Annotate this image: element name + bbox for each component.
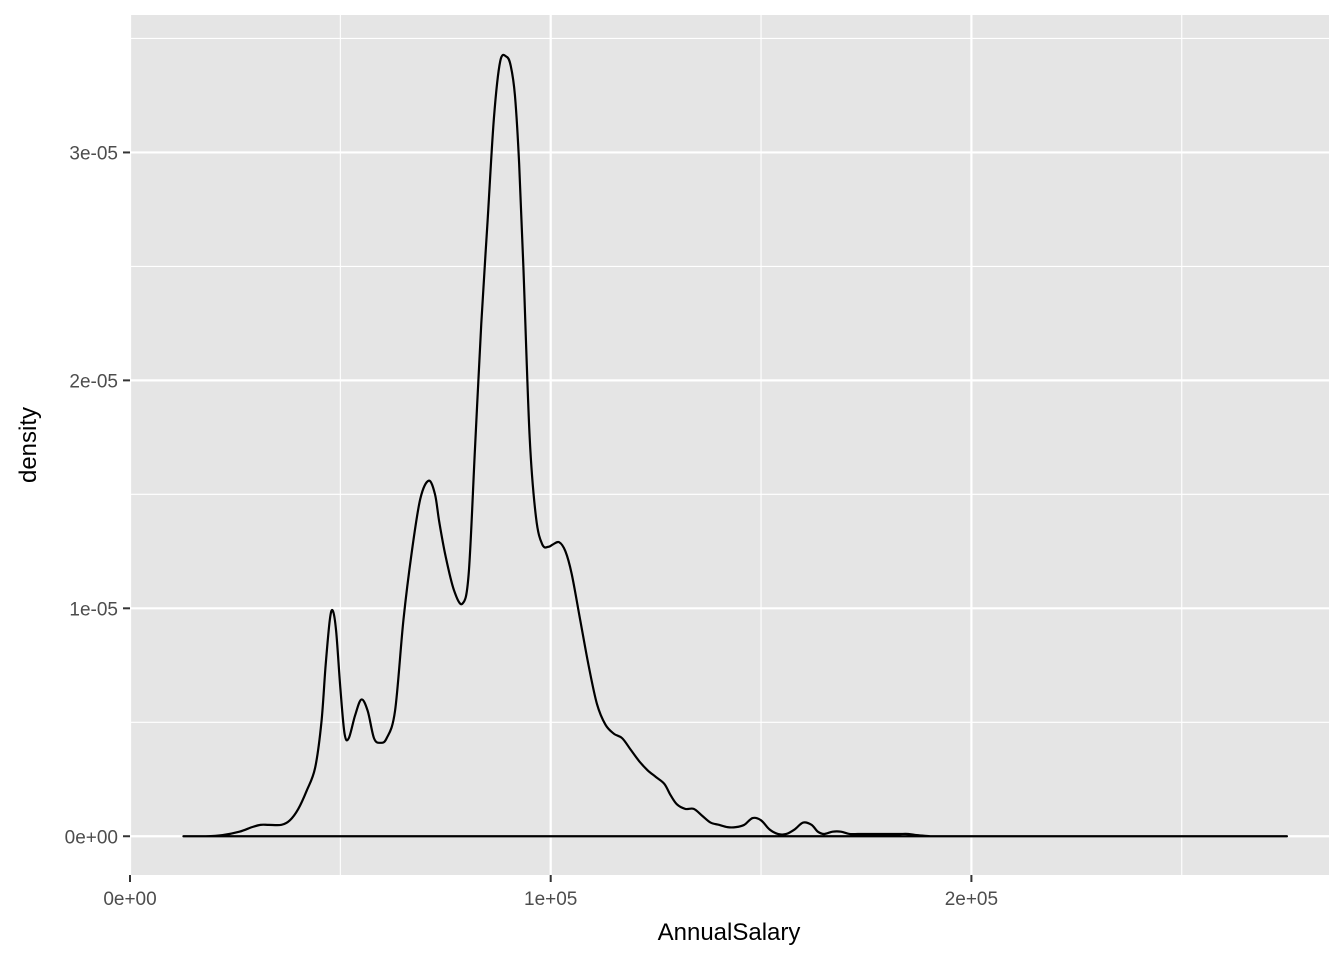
x-tick-label: 0e+00 (103, 889, 156, 910)
plot-panel (130, 15, 1329, 875)
density-curve (182, 53, 1289, 838)
y-axis-title: density (15, 407, 42, 483)
x-axis: 0e+00 1e+05 2e+05 (103, 875, 998, 910)
minor-gridlines (130, 15, 1329, 875)
density-series (182, 53, 1289, 838)
y-tick-label: 2e-05 (69, 371, 118, 392)
y-tick-label: 3e-05 (69, 143, 118, 164)
x-tick-label: 1e+05 (524, 889, 577, 910)
y-axis: 0e+00 1e-05 2e-05 3e-05 (65, 143, 130, 848)
y-tick-label: 1e-05 (69, 599, 118, 620)
x-tick-label: 2e+05 (945, 889, 998, 910)
x-axis-title: AnnualSalary (658, 919, 801, 946)
y-tick-label: 0e+00 (65, 827, 118, 848)
